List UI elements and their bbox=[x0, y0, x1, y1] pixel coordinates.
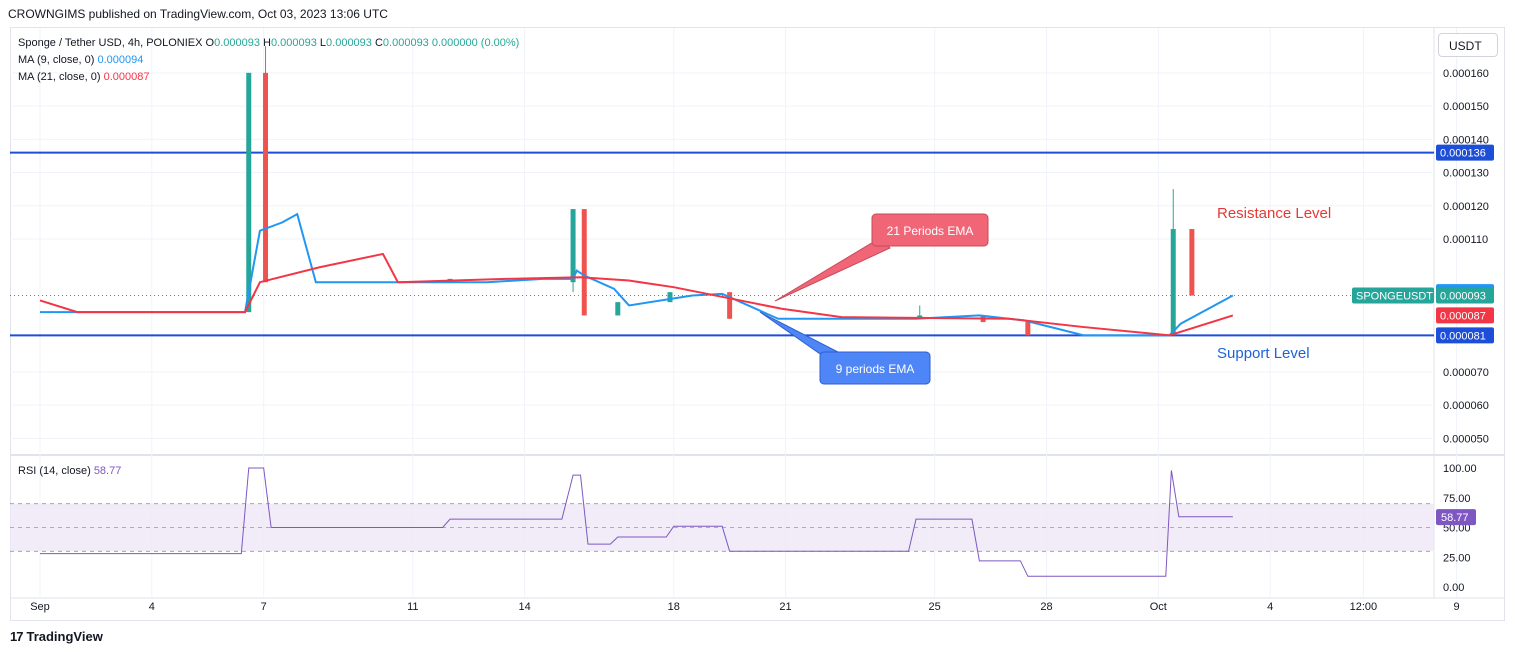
price-tick-label: 0.000130 bbox=[1443, 168, 1489, 180]
price-tick-label: 0.000150 bbox=[1443, 101, 1489, 113]
ma-lines bbox=[39, 212, 1234, 337]
legend: Sponge / Tether USD, 4h, POLONIEX O0.000… bbox=[18, 37, 519, 477]
time-tick-label: Oct bbox=[1150, 601, 1167, 613]
time-tick-label: 28 bbox=[1040, 601, 1052, 613]
tradingview-logo-icon: 17 bbox=[10, 629, 24, 644]
price-tick-label: 0.000070 bbox=[1443, 367, 1489, 379]
footer-logo[interactable]: 17 TradingView bbox=[10, 629, 103, 644]
time-tick-label: 4 bbox=[1267, 601, 1273, 613]
legend-ma21-label: MA (21, close, 0) bbox=[18, 71, 104, 83]
legend-ohlc-key: L bbox=[320, 37, 326, 49]
price-badge-label: 0.000081 bbox=[1440, 330, 1486, 342]
candle-body bbox=[1189, 229, 1195, 296]
currency-selector[interactable]: USDT bbox=[1438, 33, 1498, 57]
legend-change: 0.000000 (0.00%) bbox=[432, 37, 519, 49]
price-tick-label: 0.000120 bbox=[1443, 201, 1489, 213]
candles bbox=[246, 46, 1195, 336]
chart-frame bbox=[10, 27, 1505, 621]
candle-body bbox=[1170, 229, 1176, 336]
grid bbox=[10, 28, 1505, 599]
ma9-line bbox=[40, 212, 1234, 337]
ema-callouts: 21 Periods EMA 9 periods EMA bbox=[759, 213, 989, 385]
candle-body bbox=[727, 292, 733, 319]
rsi-tick-label: 75.00 bbox=[1443, 493, 1471, 505]
candle-body bbox=[1025, 322, 1031, 336]
legend-ma21-value: 0.000087 bbox=[104, 71, 150, 83]
candle-body bbox=[246, 72, 252, 313]
time-tick-label: Sep bbox=[30, 601, 50, 613]
legend-ohlc-value: 0.000093 bbox=[271, 37, 320, 49]
time-tick-label: 18 bbox=[668, 601, 680, 613]
footer-logo-text: TradingView bbox=[26, 629, 103, 644]
price-badge-label: 0.000087 bbox=[1440, 310, 1486, 322]
rsi-band bbox=[10, 503, 1434, 552]
ema21-callout-box bbox=[871, 213, 989, 247]
rsi-tick-label: 100.00 bbox=[1443, 463, 1477, 475]
price-badge bbox=[1436, 144, 1494, 161]
legend-symbol: Sponge / Tether USD, 4h, POLONIEX O0.000… bbox=[18, 37, 519, 49]
price-badge-label: 0.000136 bbox=[1440, 148, 1486, 160]
symbol-badge bbox=[1352, 287, 1434, 304]
legend-rsi-label: RSI (14, close) bbox=[18, 465, 94, 477]
legend-ohlc-value: 0.000093 bbox=[326, 37, 375, 49]
legend-ohlc-value: 0.000093 bbox=[383, 37, 432, 49]
rsi-badge-label: 58.77 bbox=[1441, 512, 1469, 524]
legend-ma9-label: MA (9, close, 0) bbox=[18, 54, 97, 66]
price-badge bbox=[1436, 287, 1494, 304]
time-tick-label: 9 bbox=[1453, 601, 1459, 613]
price-tick-label: 0.000160 bbox=[1443, 68, 1489, 80]
time-tick-label: 4 bbox=[149, 601, 155, 613]
legend-ohlc-value: 0.000093 bbox=[214, 37, 263, 49]
legend-symbol-name: Sponge / Tether USD, 4h, POLONIEX bbox=[18, 37, 206, 49]
time-tick-label: 7 bbox=[261, 601, 267, 613]
legend-rsi-value: 58.77 bbox=[94, 465, 122, 477]
price-levels: Resistance Level Support Level bbox=[10, 151, 1434, 362]
price-badge bbox=[1436, 327, 1494, 344]
price-tick-label: 0.000110 bbox=[1443, 234, 1488, 246]
rsi-badge bbox=[1436, 509, 1476, 526]
candle-body bbox=[263, 72, 269, 283]
support-level-label: Support Level bbox=[1217, 345, 1310, 362]
legend-ohlc-key: C bbox=[375, 37, 383, 49]
legend-ohlc-key: O bbox=[206, 37, 215, 49]
legend-rsi: RSI (14, close) 58.77 bbox=[18, 465, 121, 477]
time-tick-label: 12:00 bbox=[1350, 601, 1378, 613]
ema9-callout-box bbox=[819, 351, 931, 385]
ma21-line bbox=[39, 252, 1234, 337]
resistance-level-label: Resistance Level bbox=[1217, 205, 1331, 222]
rsi-tick-label: 50.00 bbox=[1443, 523, 1471, 535]
ema21-callout-pointer bbox=[774, 237, 891, 302]
rsi-tick-label: 0.00 bbox=[1443, 582, 1464, 594]
symbol-badge-label: SPONGEUSDT bbox=[1356, 290, 1433, 302]
candle-body bbox=[667, 292, 673, 303]
legend-ohlc-key: H bbox=[263, 37, 271, 49]
price-tick-label: 0.000050 bbox=[1443, 433, 1489, 445]
price-badge bbox=[1436, 307, 1494, 324]
time-tick-label: 25 bbox=[929, 601, 941, 613]
rsi-tick-label: 25.00 bbox=[1443, 552, 1471, 564]
candle-body bbox=[615, 302, 621, 316]
candle-body bbox=[581, 209, 587, 316]
rsi-line bbox=[40, 467, 1233, 577]
time-tick-label: 21 bbox=[779, 601, 791, 613]
ema21-callout-label: 21 Periods EMA bbox=[887, 224, 974, 238]
legend-ma9-value: 0.000094 bbox=[97, 54, 143, 66]
publisher-line: CROWNGIMS published on TradingView.com, … bbox=[8, 7, 388, 21]
time-tick-label: 11 bbox=[407, 601, 418, 613]
candle-body bbox=[570, 209, 576, 283]
legend-ma9: MA (9, close, 0) 0.000094 bbox=[18, 54, 143, 66]
price-badges: 0.0001360.0000940.0000930.0000870.000081… bbox=[1352, 144, 1494, 526]
ema9-callout-label: 9 periods EMA bbox=[836, 362, 915, 376]
legend-ma21: MA (21, close, 0) 0.000087 bbox=[18, 71, 149, 83]
price-tick-label: 0.000140 bbox=[1443, 134, 1489, 146]
axes: Sep 4 7 11 14 18 21 25 28 Oct 4 12:00 90.0001600.000… bbox=[30, 68, 1489, 613]
rsi-polyline bbox=[40, 467, 1233, 577]
price-badge-label: 0.000093 bbox=[1440, 290, 1486, 302]
price-tick-label: 0.000060 bbox=[1443, 400, 1489, 412]
time-tick-label: 14 bbox=[518, 601, 530, 613]
